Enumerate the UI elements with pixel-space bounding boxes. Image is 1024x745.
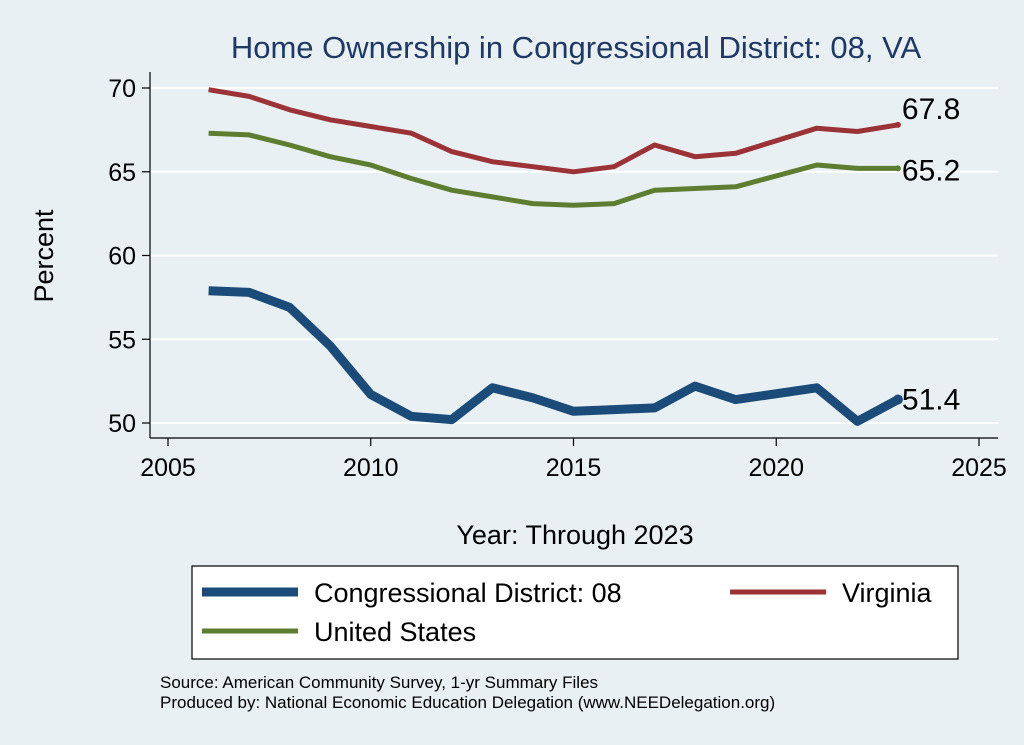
end-label-2: 65.2 [902,154,960,187]
x-tick-label-2005: 2005 [140,454,196,482]
series-line-2 [208,130,898,208]
y-tick-label-60: 60 [108,243,136,271]
x-axis-ticks: 2005 2010 2015 2020 2025 [140,438,1007,482]
end-label-1: 67.8 [902,93,960,126]
legend-label-1: Virginia [842,578,933,608]
legend-box [191,565,959,660]
legend: Congressional District: 08 Virginia United… [202,578,933,647]
source-line-2: Produced by: National Economic Education… [160,693,775,712]
series-line-0 [208,286,901,426]
x-tick-label-2015: 2015 [546,454,602,482]
legend-label-0: Congressional District: 08 [314,578,622,608]
series-end-point-0 [892,394,903,405]
series-line-1 [208,87,899,175]
legend-label-2: United States [314,617,476,647]
y-tick-label-50: 50 [108,410,136,438]
y-tick-label-65: 65 [108,159,136,187]
series-end-point-1 [894,121,901,128]
chart-title: Home Ownership in Congressional District… [231,30,922,65]
y-tick-label-70: 70 [108,75,136,103]
y-axis-ticks: 50 55 60 65 70 [108,75,150,438]
end-label-0: 51.4 [902,384,960,417]
end-labels: 51.4 67.8 65.2 [902,93,960,417]
x-tick-label-2025: 2025 [951,454,1007,482]
series-end-point-2 [894,165,901,172]
y-tick-label-55: 55 [108,326,136,354]
x-tick-label-2010: 2010 [343,454,399,482]
x-axis-title: Year: Through 2023 [456,520,693,550]
y-axis-title: Percent [29,209,59,303]
source-line-1: Source: American Community Survey, 1-yr … [160,673,598,692]
series-lines [208,87,903,426]
x-tick-label-2020: 2020 [748,454,804,482]
